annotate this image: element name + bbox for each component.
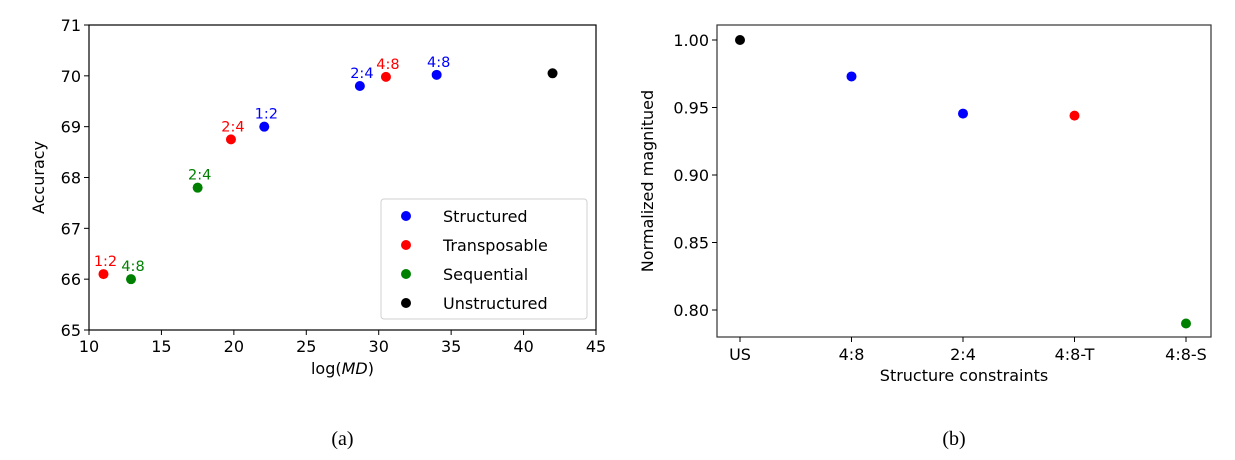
point-label: 2:4 (188, 168, 211, 184)
point-label: 1:2 (94, 254, 117, 270)
y-axis-label: Accuracy (29, 141, 48, 214)
data-point (1069, 110, 1080, 121)
y-axis-label: Normalized magnitued (638, 90, 657, 272)
y-tick-label: 66 (61, 270, 81, 289)
data-point (225, 134, 236, 145)
y-tick-label: 65 (61, 321, 81, 340)
legend-marker (401, 240, 411, 250)
y-tick-label: 1.00 (673, 31, 709, 50)
legend-label: Sequential (443, 265, 528, 284)
x-tick-label: 30 (369, 337, 389, 356)
point-label: 4:8 (121, 259, 144, 275)
x-tick-label: 4:8 (839, 345, 865, 364)
data-point (735, 35, 745, 45)
y-tick-label: 69 (61, 118, 81, 137)
point-label: 4:8 (427, 55, 450, 71)
data-point (1181, 318, 1191, 329)
x-tick-label: 45 (586, 337, 606, 356)
data-point (380, 71, 391, 82)
point-label: 2:4 (221, 119, 244, 135)
x-tick-label: 4:8-S (1165, 345, 1207, 364)
x-tick-label: 35 (441, 337, 461, 356)
x-tick-label: US (729, 345, 751, 364)
data-point (354, 81, 365, 91)
x-tick-label: 15 (151, 337, 171, 356)
data-point (431, 69, 442, 80)
y-tick-label: 0.80 (673, 301, 709, 320)
point-label: 1:2 (255, 107, 278, 123)
y-tick-label: 68 (61, 169, 81, 188)
chart-a: 10 15 20 25 30 35 40 45 65 66 67 68 69 70 71 log(MD) Acc… (29, 16, 606, 450)
data-point (126, 274, 137, 285)
legend-label: Structured (443, 207, 528, 226)
y-tick-label: 0.95 (673, 99, 709, 118)
legend-marker (401, 269, 411, 279)
x-axis-label: log(MD) (311, 359, 374, 378)
x-axis-label: Structure constraints (880, 366, 1048, 385)
x-tick-label: 20 (224, 337, 244, 356)
x-tick-label: 40 (513, 337, 533, 356)
legend-marker (401, 211, 411, 221)
x-tick-label: 2:4 (950, 345, 976, 364)
y-tick-label: 0.85 (673, 234, 709, 253)
legend: Structured Transposable Sequential Unstruct… (380, 198, 588, 320)
y-tick-label: 67 (61, 219, 81, 238)
y-tick-label: 71 (61, 16, 81, 35)
data-point (192, 182, 203, 193)
x-tick-label: 10 (79, 337, 99, 356)
data-point (259, 121, 270, 132)
data-point (547, 68, 558, 79)
y-tick-label: 70 (61, 67, 81, 86)
chart-b: US 4:8 2:4 4:8-T 4:8-S 0.80 0.85 0.90 0.95 1.00 St… (638, 24, 1212, 450)
caption-b: (b) (942, 428, 965, 450)
legend-label: Unstructured (443, 294, 548, 313)
caption-a: (a) (331, 428, 353, 450)
data-point (98, 269, 109, 280)
legend-marker (401, 298, 411, 308)
data-point (958, 108, 968, 119)
plot-frame (716, 24, 1212, 338)
x-tick-label: 25 (296, 337, 316, 356)
legend-label: Transposable (442, 236, 548, 255)
x-tick-label: 4:8-T (1055, 345, 1095, 364)
point-label: 4:8 (376, 57, 399, 73)
point-label: 2:4 (350, 66, 373, 82)
y-tick-label: 0.90 (673, 166, 709, 185)
data-point (846, 71, 857, 82)
